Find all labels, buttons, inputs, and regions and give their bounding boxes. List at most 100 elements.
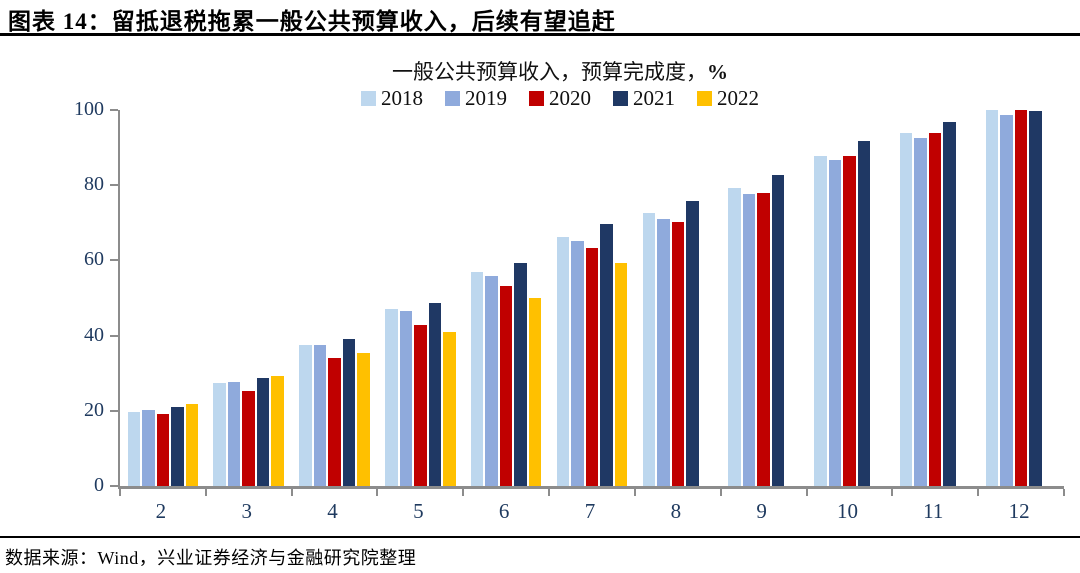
bar-2020-month-7	[585, 247, 599, 486]
bar-2020-month-3	[242, 390, 255, 486]
y-axis-label-80: 80	[84, 173, 104, 196]
x-axis-label-8: 8	[670, 499, 682, 523]
x-tick	[462, 489, 465, 496]
bar-2021-month-10	[857, 141, 871, 486]
bar-2021-month-6	[514, 263, 527, 486]
x-tick	[548, 489, 551, 496]
bar-2021-month-3	[256, 378, 270, 486]
x-tick	[891, 489, 894, 496]
bar-2021-month-9	[771, 174, 785, 486]
chart-title-percent: %	[707, 60, 728, 84]
legend-label: 2018	[381, 86, 423, 110]
bar-2022-month-5	[443, 331, 456, 486]
bar-2018-month-7	[556, 237, 570, 486]
figure-title: 图表 14：留抵退税拖累一般公共预算收入，后续有望追赶	[8, 9, 616, 34]
bar-group-month-4	[292, 110, 378, 486]
legend-label: 2021	[633, 86, 675, 110]
y-axis-label-60: 60	[84, 248, 104, 271]
bar-2020-month-6	[499, 286, 513, 486]
bar-2020-month-12	[1014, 110, 1028, 486]
bar-group-month-8	[635, 110, 721, 486]
bar-2019-month-9	[742, 193, 756, 486]
bar-2020-month-2	[156, 413, 170, 486]
bar-group-month-10	[807, 110, 893, 486]
bar-2018-month-10	[814, 155, 827, 486]
y-tick-100	[110, 109, 118, 111]
bar-2019-month-8	[657, 219, 670, 486]
legend-swatch-2018	[361, 91, 376, 106]
bar-2018-month-9	[728, 187, 741, 486]
x-tick	[119, 489, 121, 496]
x-axis-label-2: 2	[155, 499, 167, 523]
x-axis-label-6: 6	[498, 499, 510, 523]
bar-group-month-7	[549, 110, 635, 486]
x-axis-label-4: 4	[327, 499, 338, 523]
y-axis-label-40: 40	[84, 323, 104, 346]
bar-2020-month-5	[414, 325, 427, 486]
x-tick	[719, 489, 722, 496]
legend-item-2021: 2021	[613, 86, 675, 111]
x-axis-label-11: 11	[923, 499, 944, 523]
x-tick	[376, 489, 379, 496]
bar-2018-month-6	[470, 272, 484, 486]
x-axis-label-9: 9	[756, 499, 767, 523]
bar-group-month-12	[978, 110, 1064, 486]
x-tick	[977, 489, 980, 496]
bar-2021-month-12	[1029, 110, 1042, 486]
bar-2019-month-3	[227, 381, 241, 486]
bar-2019-month-12	[1000, 115, 1013, 486]
bar-2018-month-12	[985, 110, 999, 486]
bar-2020-month-4	[328, 357, 341, 486]
bar-2018-month-4	[299, 345, 312, 486]
bar-2022-month-2	[185, 403, 199, 486]
bottom-rule	[0, 536, 1080, 538]
x-tick	[290, 489, 293, 496]
bar-2018-month-8	[642, 213, 656, 486]
bar-group-month-11	[892, 110, 978, 486]
y-tick-80	[110, 184, 118, 187]
y-axis-label-0: 0	[94, 474, 104, 496]
bar-2021-month-7	[600, 224, 613, 486]
legend-label: 2020	[549, 86, 591, 110]
legend-item-2019: 2019	[445, 86, 507, 111]
bar-group-month-3	[206, 110, 292, 486]
bar-2018-month-3	[213, 383, 226, 486]
bar-2021-month-4	[342, 338, 356, 486]
bar-2018-month-11	[899, 132, 913, 486]
bar-2020-month-8	[671, 222, 685, 486]
y-tick-60	[110, 259, 118, 262]
y-axis-label-100: 100	[74, 98, 104, 120]
source-note: 数据来源：Wind，兴业证券经济与金融研究院整理	[5, 548, 417, 568]
legend-item-2020: 2020	[529, 86, 591, 111]
bar-2018-month-5	[385, 308, 398, 486]
bar-2018-month-2	[127, 411, 141, 486]
bar-2021-month-2	[171, 407, 184, 486]
bar-2019-month-11	[914, 137, 927, 486]
bar-group-month-9	[721, 110, 807, 486]
bar-2019-month-6	[485, 275, 498, 486]
y-tick-0	[110, 485, 118, 487]
chart-title-text: 一般公共预算收入，预算完成度，	[392, 60, 707, 84]
x-axis-label-12: 12	[1008, 499, 1030, 523]
bar-2021-month-8	[686, 201, 699, 486]
bar-2022-month-7	[614, 262, 628, 486]
x-tick	[204, 489, 207, 496]
x-tick	[805, 489, 808, 496]
x-axis-label-3: 3	[241, 499, 252, 523]
chart-title: 一般公共预算收入，预算完成度，%	[80, 56, 1040, 86]
x-axis-label-7: 7	[584, 499, 596, 523]
legend-item-2022: 2022	[697, 86, 759, 111]
bar-2019-month-5	[399, 311, 413, 486]
x-axis-label-10: 10	[836, 499, 858, 523]
bar-group-month-6	[463, 110, 549, 486]
title-rule	[0, 33, 1080, 36]
chart-legend: 2018 2019 2020 2021 2022	[80, 86, 1040, 111]
bar-group-month-2	[120, 110, 206, 486]
x-tick	[1063, 489, 1065, 496]
legend-swatch-2022	[697, 91, 712, 106]
legend-item-2018: 2018	[361, 86, 423, 111]
y-axis-label-20: 20	[84, 398, 104, 421]
bar-2019-month-7	[571, 241, 584, 486]
legend-swatch-2020	[529, 91, 544, 106]
